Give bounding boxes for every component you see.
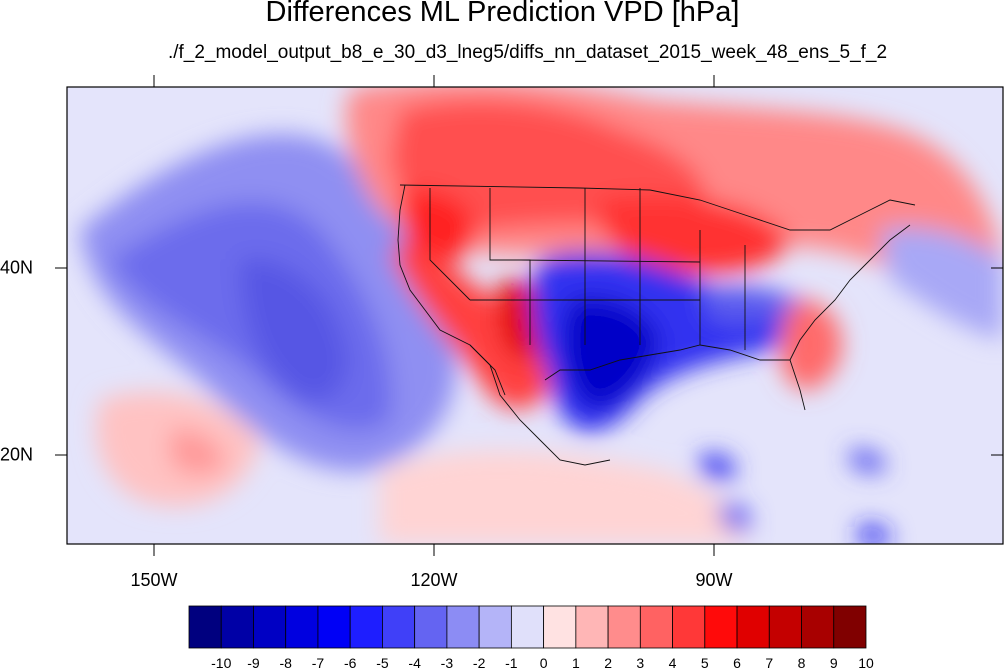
colorbar-swatch: [801, 605, 835, 649]
colorbar-swatch: [220, 605, 254, 649]
colorbar-label: -8: [279, 655, 292, 671]
colorbar-label: -1: [505, 655, 518, 671]
map-subtitle: ./f_2_model_output_b8_e_30_d3_lneg5/diff…: [167, 42, 888, 63]
colorbar-swatch: [543, 605, 577, 649]
colorbar-label: 7: [765, 655, 774, 671]
lon-label-150w: 150W: [130, 570, 178, 590]
colorbar-label: -5: [376, 655, 389, 671]
colorbar-swatch: [382, 605, 416, 649]
colorbar-label: -2: [472, 655, 486, 671]
colorbar-swatch: [704, 605, 738, 649]
colorbar-swatch: [639, 605, 673, 649]
colorbar-swatch: [446, 605, 480, 649]
lat-label-20n: 20N: [0, 444, 34, 465]
map-frame: [66, 86, 1004, 545]
map-field: [67, 87, 1003, 544]
colorbar-swatch: [607, 605, 641, 649]
colorbar-label: 10: [858, 655, 874, 671]
colorbar-label: 4: [668, 655, 677, 671]
colorbar-label: 8: [797, 655, 806, 671]
colorbar-label: 0: [539, 655, 548, 671]
colorbar-swatch: [478, 605, 512, 649]
colorbar-label: -4: [408, 655, 421, 671]
colorbar-label: -3: [440, 655, 454, 671]
colorbar-label: 3: [636, 655, 645, 671]
colorbar-swatch: [188, 605, 222, 649]
lon-label-120w: 120W: [410, 570, 458, 590]
colorbar-swatch: [736, 605, 770, 649]
colorbar-label: 5: [700, 655, 709, 671]
colorbar-swatch: [414, 605, 448, 649]
colorbar-label: 1: [571, 655, 580, 671]
colorbar-swatch: [672, 605, 706, 649]
colorbar-swatch: [768, 605, 802, 649]
colorbar-swatch: [575, 605, 609, 649]
colorbar-label: -10: [211, 655, 232, 671]
lat-label-40n: 40N: [0, 257, 34, 278]
colorbar-label: -6: [343, 655, 357, 671]
colorbar-swatch: [510, 605, 545, 649]
colorbar-swatch: [285, 605, 319, 649]
colorbar-label: 9: [829, 655, 838, 671]
map-ticks: [55, 75, 1003, 556]
colorbar-swatch: [349, 605, 383, 649]
colorbar-label: -9: [247, 655, 260, 671]
map-title: Differences ML Prediction VPD [hPa]: [265, 0, 740, 28]
colorbar-label: -7: [311, 655, 325, 671]
colorbar-label: 6: [733, 655, 741, 671]
colorbar-swatch: [253, 605, 287, 649]
lon-label-90w: 90W: [695, 570, 733, 590]
colorbar-swatch: [317, 605, 351, 649]
colorbar-swatch: [833, 605, 867, 649]
colorbar-label: 2: [604, 655, 612, 671]
